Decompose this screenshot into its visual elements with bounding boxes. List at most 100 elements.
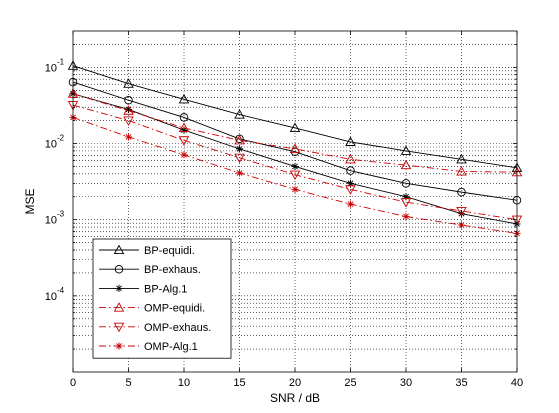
- data-point: [115, 342, 123, 350]
- triangle-up-marker: [345, 136, 356, 146]
- data-point: [123, 116, 134, 127]
- y-tick-label: 10-3: [45, 210, 65, 227]
- y-tick-base: 10: [45, 215, 57, 227]
- circle-marker: [114, 264, 124, 274]
- data-point: [123, 105, 134, 115]
- triangle-up-marker: [345, 153, 356, 164]
- legend-label: BP-Alg.1: [144, 283, 187, 295]
- legend-label: BP-equidi.: [144, 245, 195, 257]
- series-group: [67, 60, 523, 238]
- data-point: [179, 113, 189, 122]
- triangle-down-marker: [113, 322, 125, 333]
- data-point: [400, 145, 412, 155]
- y-tick-exponent: -2: [57, 134, 65, 143]
- series-line: [72, 65, 518, 169]
- data-point: [402, 193, 410, 201]
- data-point: [114, 264, 124, 274]
- data-point: [124, 133, 133, 141]
- y-tick-label: 10-1: [45, 57, 65, 74]
- legend-label: BP-exhaus.: [144, 264, 201, 276]
- x-tick-label: 0: [70, 377, 76, 389]
- circle-marker: [179, 113, 189, 122]
- x-tick-label: 25: [344, 377, 356, 389]
- legend-entry: OMP-exhaus.: [99, 322, 211, 334]
- y-tick-exponent: -4: [57, 286, 65, 295]
- triangle-down-marker: [456, 206, 467, 217]
- data-point: [113, 244, 125, 255]
- data-point: [456, 165, 467, 176]
- asterisk-marker: [124, 133, 133, 141]
- data-point: [115, 284, 123, 292]
- asterisk-marker: [180, 126, 188, 134]
- data-point: [400, 159, 412, 170]
- data-point: [456, 153, 467, 164]
- legend-label: OMP-equidi.: [144, 303, 205, 315]
- data-point: [124, 105, 133, 114]
- data-point: [457, 221, 466, 229]
- asterisk-marker: [291, 185, 299, 193]
- data-point: [457, 210, 466, 218]
- asterisk-marker: [457, 221, 466, 229]
- asterisk-marker: [346, 200, 355, 208]
- y-axis-label: MSE: [23, 188, 37, 214]
- asterisk-marker: [115, 342, 123, 350]
- data-point: [345, 136, 356, 146]
- asterisk-marker: [115, 284, 123, 292]
- triangle-up-marker: [178, 93, 190, 104]
- circle-marker: [401, 179, 411, 188]
- y-tick-exponent: -1: [57, 57, 65, 66]
- circle-marker: [124, 95, 133, 105]
- asterisk-marker: [180, 151, 188, 159]
- x-tick-label: 5: [125, 377, 131, 389]
- data-point: [401, 179, 411, 188]
- legend-entry: BP-Alg.1: [99, 283, 187, 295]
- asterisk-marker: [402, 193, 410, 201]
- triangle-up-marker: [400, 145, 412, 155]
- circle-marker: [457, 187, 466, 197]
- data-point: [346, 200, 355, 208]
- x-tick-label: 15: [233, 377, 245, 389]
- x-tick-label: 40: [511, 377, 523, 389]
- triangle-up-marker: [178, 122, 190, 133]
- y-tick-label: 10-4: [45, 286, 65, 303]
- data-point: [402, 212, 410, 221]
- data-point: [234, 109, 245, 119]
- x-axis-label: SNR / dB: [270, 391, 320, 405]
- x-tick-label: 20: [289, 377, 301, 389]
- data-point: [180, 126, 188, 134]
- data-point: [289, 170, 301, 181]
- data-point: [234, 153, 245, 164]
- triangle-up-marker: [289, 122, 301, 133]
- data-point: [346, 179, 355, 187]
- data-point: [345, 185, 356, 195]
- triangle-up-marker: [456, 153, 467, 164]
- legend-box: [92, 238, 232, 359]
- data-point: [113, 302, 125, 312]
- triangle-up-marker: [123, 105, 134, 115]
- triangle-up-marker: [289, 143, 301, 153]
- series-line: [72, 93, 518, 173]
- data-point: [457, 187, 466, 197]
- triangle-down-marker: [178, 136, 190, 146]
- series-line: [72, 104, 518, 221]
- data-point: [180, 151, 188, 159]
- legend-label: OMP-exhaus.: [144, 322, 211, 334]
- triangle-down-marker: [123, 116, 134, 127]
- data-point: [345, 153, 356, 164]
- triangle-down-marker: [400, 198, 412, 208]
- data-point: [400, 198, 412, 208]
- data-point: [123, 78, 134, 88]
- legend-entry: BP-exhaus.: [99, 264, 201, 276]
- y-tick-label: 10-2: [45, 134, 65, 151]
- asterisk-marker: [124, 105, 133, 114]
- data-point: [289, 122, 301, 133]
- y-tick-base: 10: [45, 139, 57, 151]
- data-point: [124, 95, 133, 105]
- data-point: [235, 169, 244, 177]
- asterisk-marker: [291, 162, 299, 171]
- triangle-down-marker: [289, 170, 301, 181]
- series: [67, 100, 523, 226]
